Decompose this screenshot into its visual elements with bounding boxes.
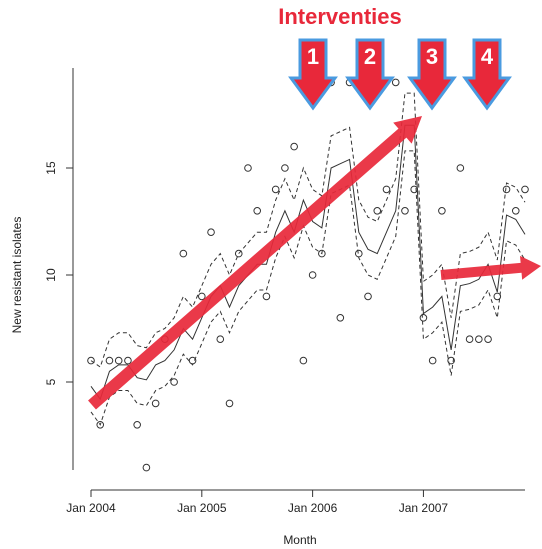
data-point: [170, 378, 178, 386]
chart-title: Interventies: [278, 4, 402, 29]
data-point: [133, 421, 141, 429]
x-tick-label: Jan 2004: [66, 501, 116, 515]
data-point: [179, 249, 188, 258]
data-point: [438, 207, 446, 215]
y-tick-label: 15: [44, 161, 58, 175]
data-point: [114, 356, 123, 365]
intervention-arrow: [345, 38, 395, 111]
data-point: [475, 335, 483, 344]
data-point: [511, 207, 520, 215]
x-axis-label: Month: [283, 533, 316, 547]
data-point: [465, 335, 474, 344]
data-point: [281, 164, 289, 172]
data-point: [382, 185, 391, 194]
data-point: [456, 164, 465, 172]
trend-arrow: [88, 116, 423, 410]
y-tick-label: 5: [44, 378, 58, 385]
data-point: [290, 142, 298, 151]
data-point: [308, 271, 317, 279]
data-point: [299, 356, 308, 365]
data-point: [391, 78, 400, 87]
data-point: [87, 356, 95, 365]
intervention-arrow: [462, 38, 512, 111]
data-point: [262, 292, 271, 301]
data-point: [373, 207, 382, 215]
data-point: [447, 356, 455, 365]
data-point: [244, 164, 252, 172]
x-tick-label: Jan 2005: [177, 501, 227, 515]
data-point: [96, 421, 105, 429]
data-point: [207, 228, 215, 236]
fit-line: [90, 124, 526, 401]
x-tick-label: Jan 2007: [399, 501, 449, 515]
x-tick-label: Jan 2006: [288, 501, 338, 515]
data-point: [271, 185, 280, 194]
intervention-arrow: [407, 38, 457, 111]
data-point: [253, 207, 262, 215]
data-point: [124, 356, 132, 365]
data-point: [198, 292, 206, 301]
data-point: [502, 185, 511, 194]
band-line: [90, 92, 526, 368]
data-point: [225, 399, 234, 408]
data-point: [419, 314, 428, 322]
data-point: [364, 292, 372, 301]
intervention-label: 2: [364, 44, 376, 69]
data-point: [216, 335, 225, 344]
intervention-arrow: [288, 38, 338, 111]
data-point: [428, 356, 437, 365]
intervention-label: 1: [307, 44, 319, 69]
data-point: [318, 249, 326, 258]
data-point: [336, 314, 345, 322]
data-point: [484, 335, 492, 344]
data-point: [105, 356, 114, 365]
data-point: [521, 185, 529, 194]
data-point: [151, 399, 160, 408]
data-point: [401, 207, 409, 215]
data-point: [142, 463, 151, 472]
data-point: [493, 292, 502, 301]
intervention-label: 3: [426, 44, 438, 69]
data-point: [354, 249, 363, 258]
intervention-label: 4: [481, 44, 494, 69]
y-axis-label: New resistant isolates: [10, 217, 24, 334]
y-tick-label: 10: [44, 268, 58, 282]
trend-arrow: [440, 255, 541, 280]
data-point: [234, 249, 243, 258]
